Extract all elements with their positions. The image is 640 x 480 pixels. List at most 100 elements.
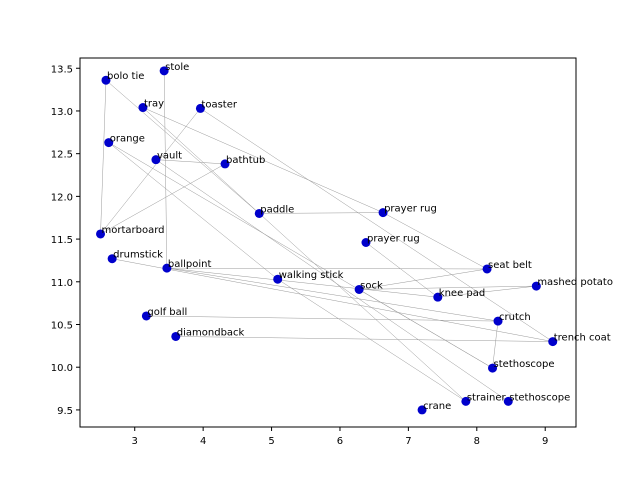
- connection-lines: [100, 70, 553, 402]
- point-label-9: mortarboard: [102, 225, 165, 236]
- point-label-19: crutch: [499, 312, 531, 323]
- data-point-15: [531, 281, 541, 291]
- y-tick-label-3: 11.0: [51, 278, 73, 289]
- data-point-1: [101, 75, 111, 85]
- x-tick-label-4: 7: [405, 436, 411, 447]
- data-point-5: [151, 155, 161, 165]
- x-tick-label-2: 5: [268, 436, 274, 447]
- point-label-20: diamondback: [177, 327, 245, 338]
- point-label-25: crane: [423, 401, 451, 412]
- connection-line-0: [105, 80, 260, 214]
- data-point-24: [503, 396, 513, 406]
- connection-line-4: [142, 107, 384, 213]
- x-tick-label-0: 3: [132, 436, 138, 447]
- y-tick-label-5: 12.0: [51, 192, 73, 203]
- connection-line-22: [146, 315, 499, 322]
- point-label-5: vault: [157, 151, 182, 162]
- connection-line-7: [200, 108, 553, 342]
- x-tick-label-3: 6: [337, 436, 343, 447]
- data-point-8: [378, 208, 388, 218]
- connection-line-26: [163, 70, 168, 269]
- point-label-2: tray: [144, 99, 164, 110]
- point-label-3: toaster: [201, 99, 237, 110]
- connection-line-18: [359, 285, 537, 290]
- connection-line-9: [108, 142, 278, 280]
- y-tick-label-8: 13.5: [51, 64, 73, 75]
- connection-line-16: [166, 267, 488, 270]
- data-point-18: [141, 311, 151, 321]
- point-label-11: drumstick: [113, 250, 163, 261]
- data-point-17: [433, 292, 443, 302]
- connection-line-11: [155, 159, 226, 165]
- data-point-7: [254, 208, 264, 218]
- x-tick-label-1: 4: [200, 436, 206, 447]
- data-point-14: [273, 274, 283, 284]
- connection-line-15: [166, 267, 499, 322]
- connection-line-25: [359, 268, 488, 290]
- x-tick-label-6: 9: [542, 436, 548, 447]
- connection-line-6: [100, 108, 201, 235]
- data-point-4: [104, 138, 114, 148]
- point-label-12: ballpoint: [168, 259, 212, 270]
- data-point-6: [220, 159, 230, 169]
- data-points: [96, 66, 558, 415]
- data-point-3: [195, 103, 205, 113]
- x-tick-label-5: 8: [474, 436, 480, 447]
- y-tick-label-0: 9.5: [57, 406, 73, 417]
- data-point-11: [107, 254, 117, 264]
- connection-line-3: [100, 80, 107, 234]
- data-point-12: [162, 263, 172, 273]
- point-label-21: trench coat: [554, 333, 611, 344]
- connection-line-12: [100, 163, 226, 235]
- connection-line-10: [155, 159, 509, 402]
- connection-line-24: [175, 336, 553, 342]
- point-label-22: stethoscope: [494, 359, 555, 370]
- data-point-25: [417, 405, 427, 415]
- point-labels: stole bolo tie tray toaster orange vault batht…: [102, 62, 613, 412]
- point-label-10: prayer rug: [367, 234, 420, 245]
- data-point-22: [488, 363, 498, 373]
- x-axis: 3 4 5 6 7 8 9: [132, 427, 548, 447]
- connection-line-14: [112, 258, 553, 342]
- point-label-24: stethoscope: [509, 392, 570, 403]
- y-tick-label-7: 13.0: [51, 107, 73, 118]
- y-tick-label-2: 10.5: [51, 321, 73, 332]
- data-point-2: [138, 103, 148, 113]
- y-tick-label-6: 12.5: [51, 150, 73, 161]
- data-point-20: [171, 331, 181, 341]
- point-label-17: knee pad: [439, 288, 485, 299]
- point-label-14: walking stick: [279, 270, 344, 281]
- point-label-8: prayer rug: [384, 204, 437, 215]
- point-label-23: strainer: [467, 392, 507, 403]
- y-tick-label-4: 11.5: [51, 235, 73, 246]
- data-point-21: [548, 337, 558, 347]
- connection-line-20: [359, 289, 493, 369]
- connection-line-17: [277, 279, 466, 402]
- point-label-4: orange: [110, 134, 145, 145]
- connection-line-5: [142, 107, 467, 402]
- data-point-16: [354, 284, 364, 294]
- point-label-1: bolo tie: [107, 71, 144, 82]
- point-label-15: mashed potato: [537, 277, 613, 288]
- point-label-0: stole: [165, 62, 189, 73]
- connection-line-19: [437, 285, 537, 298]
- plot-frame: [79, 57, 577, 428]
- connection-line-23: [492, 321, 499, 369]
- data-point-9: [96, 229, 106, 239]
- point-label-16: sock: [360, 280, 383, 291]
- connection-line-2: [382, 212, 488, 270]
- data-point-10: [361, 238, 371, 247]
- point-label-6: bathtub: [226, 155, 265, 166]
- data-point-23: [461, 396, 471, 406]
- point-label-18: golf ball: [147, 307, 187, 318]
- data-point-0: [159, 66, 169, 76]
- point-label-7: paddle: [260, 204, 294, 215]
- connection-line-21: [166, 267, 438, 298]
- y-axis: 9.5 10.0 10.5 11.0 11.5 12.0 12.5 13.0 13.5: [51, 64, 80, 417]
- y-tick-label-1: 10.0: [51, 363, 73, 374]
- connection-line-1: [259, 212, 384, 214]
- point-label-13: seat belt: [488, 260, 532, 271]
- data-point-19: [493, 316, 503, 326]
- data-point-13: [482, 264, 492, 274]
